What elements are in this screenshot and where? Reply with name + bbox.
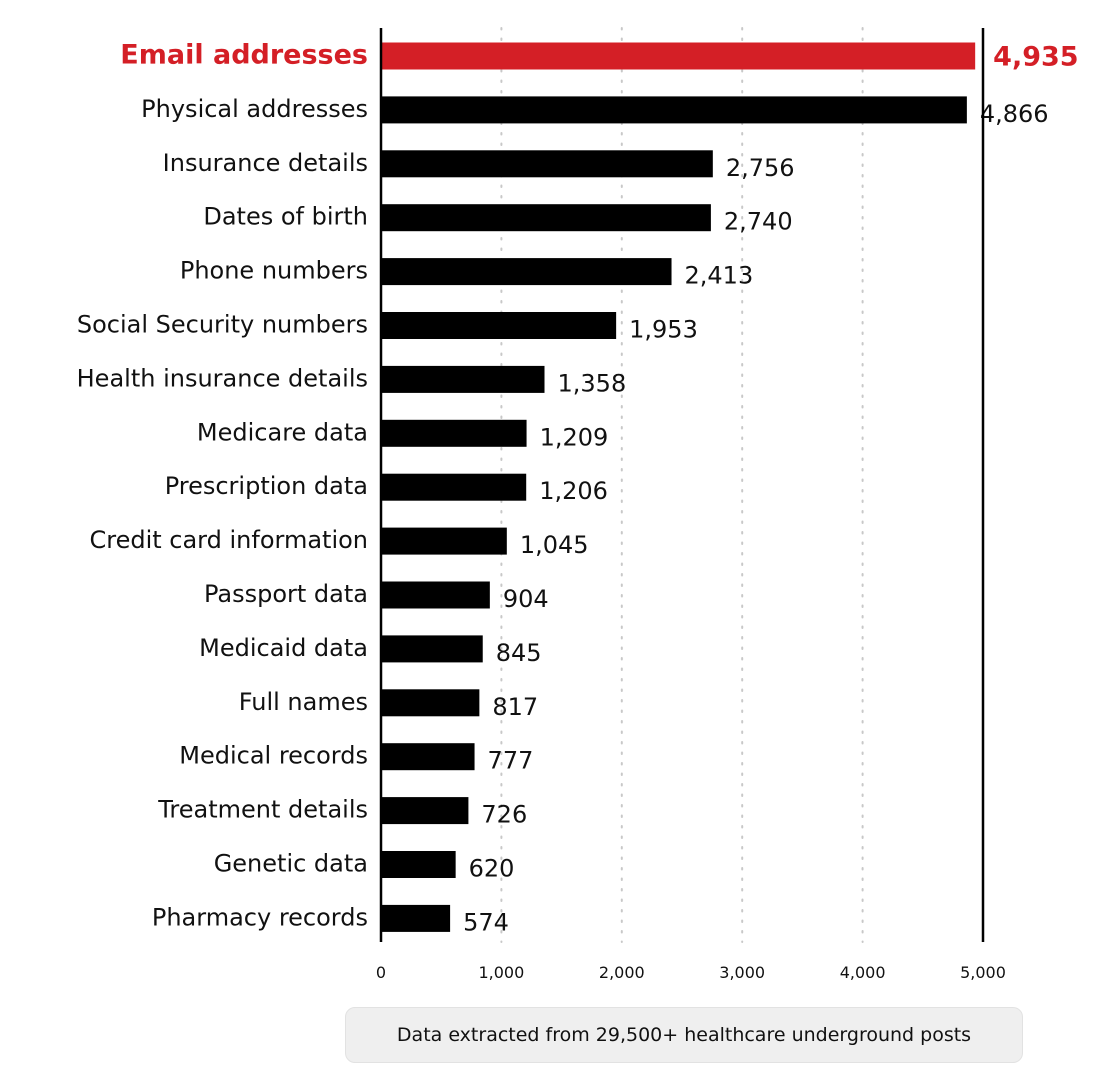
x-tick-label: 5,000 <box>960 963 1006 982</box>
category-label: Medicaid data <box>199 634 368 662</box>
value-label: 1,045 <box>520 531 589 559</box>
value-label: 777 <box>488 747 534 775</box>
category-label: Credit card information <box>89 526 368 554</box>
bar <box>381 204 711 232</box>
category-label: Email addresses <box>120 40 368 71</box>
value-label: 2,740 <box>724 208 793 236</box>
category-label: Medicare data <box>197 418 368 446</box>
x-tick-labels: 0 1,000 2,000 3,000 4,000 5,000 <box>376 963 1006 982</box>
bar <box>381 419 527 447</box>
bar <box>381 258 672 286</box>
bar <box>381 904 451 932</box>
category-label: Health insurance details <box>77 364 368 392</box>
bar-chart: Email addresses Physical addresses Insuran… <box>77 27 1079 982</box>
category-label: Physical addresses <box>141 95 368 123</box>
x-tick-label: 4,000 <box>840 963 886 982</box>
category-label: Pharmacy records <box>152 903 368 931</box>
category-label: Medical records <box>179 742 368 770</box>
value-label: 1,953 <box>629 316 698 344</box>
category-label: Dates of birth <box>203 203 368 231</box>
value-label: 1,209 <box>540 423 609 451</box>
value-label: 574 <box>463 908 509 936</box>
footnote-text: Data extracted from 29,500+ healthcare u… <box>396 1024 972 1046</box>
category-label: Passport data <box>204 580 368 608</box>
value-label: 845 <box>496 639 542 667</box>
bar <box>381 581 490 609</box>
bar <box>381 473 527 501</box>
value-label: 904 <box>503 585 549 613</box>
bar <box>381 312 617 339</box>
axes <box>379 28 985 942</box>
bar <box>381 365 545 393</box>
value-label: 1,358 <box>558 369 627 397</box>
bar <box>381 851 456 878</box>
x-tick-label: 2,000 <box>599 963 645 982</box>
value-label: 4,866 <box>980 100 1049 128</box>
value-label: 2,756 <box>726 154 795 182</box>
bar <box>381 689 480 717</box>
category-label: Social Security numbers <box>77 311 368 339</box>
value-label: 726 <box>481 801 527 829</box>
bar <box>381 797 469 825</box>
value-label: 620 <box>469 855 515 883</box>
category-label: Treatment details <box>157 796 368 824</box>
category-labels: Email addresses Physical addresses Insuran… <box>77 40 368 932</box>
bar <box>381 96 967 124</box>
bar <box>381 527 507 555</box>
bar <box>381 42 976 70</box>
bar <box>381 635 483 663</box>
x-tick-label: 0 <box>376 963 386 982</box>
footnote-box: Data extracted from 29,500+ healthcare u… <box>345 1007 1023 1063</box>
category-label: Phone numbers <box>180 257 368 285</box>
bars <box>381 42 976 932</box>
category-label: Genetic data <box>214 850 368 878</box>
x-tick-label: 1,000 <box>478 963 524 982</box>
value-label: 1,206 <box>539 477 608 505</box>
bar <box>381 743 475 771</box>
x-tick-label: 3,000 <box>719 963 765 982</box>
category-label: Prescription data <box>165 472 368 500</box>
value-label: 4,935 <box>993 42 1078 73</box>
bar <box>381 150 713 178</box>
value-label: 2,413 <box>685 262 754 290</box>
value-label: 817 <box>492 693 538 721</box>
category-label: Full names <box>239 688 368 716</box>
category-label: Insurance details <box>163 149 368 177</box>
